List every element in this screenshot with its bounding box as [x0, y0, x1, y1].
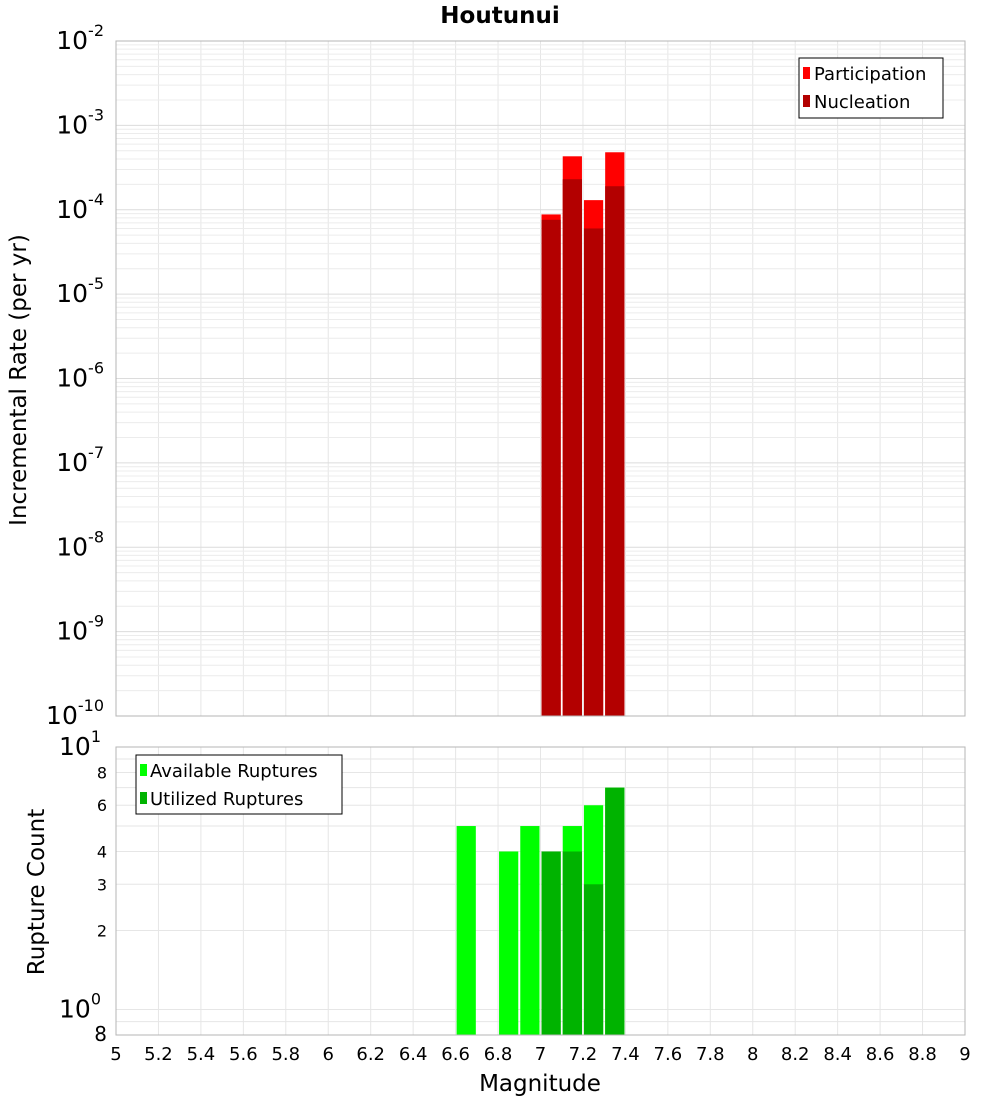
top-y-tick-base: 10 — [56, 364, 88, 393]
x-tick-label: 5.2 — [144, 1044, 173, 1065]
bottom-y-axis-label: Rupture Count — [24, 809, 50, 975]
nucleation-bar — [583, 228, 604, 716]
nucleation-bar — [562, 179, 582, 716]
top-y-tick-label: 10-10 — [46, 696, 104, 730]
bottom-y-tick-exponent: 1 — [91, 727, 101, 746]
top-y-tick-label: 10-5 — [56, 274, 104, 308]
top-y-tick-base: 10 — [56, 617, 88, 646]
bottom-y-tick-label: 4 — [97, 842, 107, 861]
top-y-tick-label: 10-9 — [56, 612, 104, 646]
chart-title: Houtunui — [440, 3, 559, 29]
top-y-tick-label: 10-8 — [56, 527, 104, 561]
utilized-ruptures-bar — [605, 787, 625, 1035]
x-tick-label: 5.4 — [187, 1044, 216, 1065]
bottom-y-tick-label: 2 — [97, 922, 107, 941]
x-tick-label: 8.2 — [781, 1044, 810, 1065]
top-plot-frame — [115, 40, 966, 717]
top-y-tick-exponent: -3 — [88, 105, 104, 124]
top-y-tick-base: 10 — [56, 448, 88, 477]
top-legend-box — [798, 57, 944, 119]
bottom-y-tick-exponent: 0 — [91, 990, 101, 1009]
bottom-y-tick-label: 6 — [97, 796, 107, 815]
top-y-tick-exponent: -9 — [88, 612, 104, 631]
top-y-tick-exponent: -2 — [88, 21, 104, 40]
top-y-tick-label: 10-2 — [56, 21, 104, 55]
top-y-axis-label: Incremental Rate (per yr) — [6, 234, 32, 526]
bottom-y-tick-base: 10 — [59, 732, 91, 761]
x-tick-label: 6.2 — [356, 1044, 385, 1065]
nucleation-bar — [541, 219, 561, 717]
legend-swatch-utilized-ruptures — [140, 792, 147, 804]
legend-swatch-available-ruptures — [140, 764, 147, 776]
legend-label-nucleation: Nucleation — [814, 92, 910, 113]
top-y-tick-base: 10 — [46, 701, 78, 730]
x-tick-label: 7.8 — [696, 1044, 725, 1065]
x-tick-label: 6.8 — [484, 1044, 513, 1065]
bottom-plot-frame — [115, 746, 966, 1036]
legend-swatch-nucleation — [803, 95, 810, 107]
legend-label-participation: Participation — [814, 64, 926, 85]
top-y-tick-label: 10-7 — [56, 443, 104, 477]
legend-label-utilized-ruptures: Utilized Ruptures — [150, 789, 303, 810]
bottom-y-tick-label: 8 — [94, 1022, 107, 1046]
top-y-tick-exponent: -7 — [88, 443, 104, 462]
x-tick-label: 7 — [535, 1044, 546, 1065]
bottom-y-tick-label: 3 — [97, 875, 107, 894]
nucleation-bar — [605, 186, 625, 716]
top-y-tick-base: 10 — [56, 26, 88, 55]
top-y-tick-base: 10 — [56, 110, 88, 139]
bottom-bars — [456, 787, 625, 1035]
top-y-tick-exponent: -10 — [78, 696, 104, 715]
x-tick-label: 8.8 — [908, 1044, 937, 1065]
bottom-y-major-tick-label: 101 — [59, 727, 101, 761]
x-tick-label: 7.2 — [569, 1044, 598, 1065]
top-y-tick-exponent: -4 — [88, 190, 104, 209]
x-tick-label: 8.6 — [866, 1044, 895, 1065]
bottom-y-tick-label: 8 — [97, 763, 107, 782]
x-tick-label: 5 — [110, 1044, 121, 1065]
x-ticks: 5 5.2 5.4 5.6 5.8 6 6.2 6.4 6.6 6.8 7 7.2 7.4 7.6 7.8 8… — [110, 1044, 970, 1065]
top-y-tick-base: 10 — [56, 532, 88, 561]
utilized-ruptures-bar — [562, 851, 582, 1035]
x-axis-label: Magnitude — [479, 1071, 601, 1097]
legend-swatch-participation — [803, 67, 810, 79]
x-tick-label: 7.6 — [654, 1044, 683, 1065]
available-ruptures-bar — [520, 826, 540, 1035]
top-y-tick-exponent: -8 — [88, 527, 104, 546]
top-y-tick-base: 10 — [56, 195, 88, 224]
x-tick-label: 5.6 — [229, 1044, 258, 1065]
x-tick-label: 8 — [747, 1044, 758, 1065]
x-tick-label: 7.4 — [611, 1044, 640, 1065]
x-tick-label: 5.8 — [271, 1044, 300, 1065]
x-tick-label: 6 — [323, 1044, 334, 1065]
top-y-tick-label: 10-3 — [56, 105, 104, 139]
x-tick-label: 6.4 — [399, 1044, 428, 1065]
top-bars — [541, 152, 625, 717]
bottom-legend: Available Ruptures Utilized Ruptures — [135, 754, 343, 815]
bottom-y-major-tick-label: 100 — [59, 990, 101, 1024]
bottom-legend-box — [135, 754, 343, 815]
x-tick-label: 8.4 — [823, 1044, 852, 1065]
x-tick-label: 9 — [959, 1044, 970, 1065]
top-y-tick-label: 10-6 — [56, 359, 104, 393]
utilized-ruptures-bar — [583, 884, 604, 1035]
top-legend: Participation Nucleation — [798, 57, 944, 119]
top-y-tick-exponent: -6 — [88, 359, 104, 378]
top-y-tick-label: 10-4 — [56, 190, 104, 224]
top-y-tick-base: 10 — [56, 279, 88, 308]
utilized-ruptures-bar — [541, 851, 561, 1035]
top-y-tick-exponent: -5 — [88, 274, 104, 293]
bottom-y-tick-base: 10 — [59, 995, 91, 1024]
available-ruptures-bar — [499, 851, 519, 1035]
top-grid — [115, 41, 966, 717]
legend-label-available-ruptures: Available Ruptures — [150, 761, 318, 782]
available-ruptures-bar — [456, 826, 476, 1035]
x-tick-label: 6.6 — [441, 1044, 470, 1065]
